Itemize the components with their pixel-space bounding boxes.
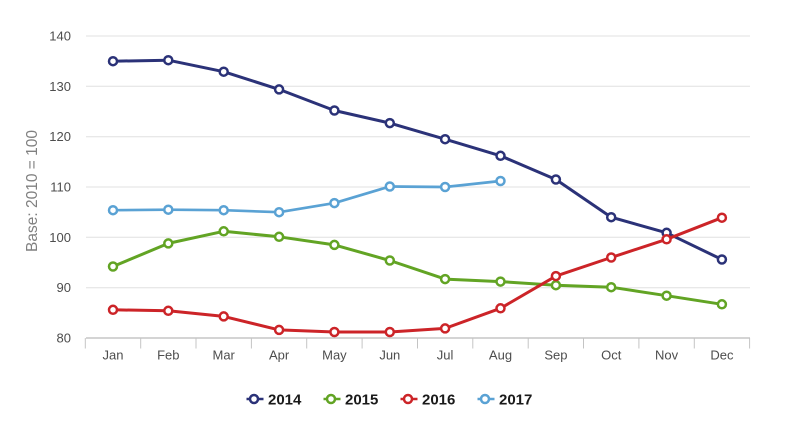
svg-text:2016: 2016	[422, 392, 455, 409]
svg-text:2017: 2017	[499, 392, 532, 409]
svg-text:100: 100	[49, 230, 71, 245]
svg-text:Apr: Apr	[269, 348, 290, 363]
svg-text:Dec: Dec	[710, 348, 734, 363]
svg-text:80: 80	[57, 331, 71, 346]
svg-text:Mar: Mar	[213, 348, 236, 363]
svg-text:Jan: Jan	[103, 348, 124, 363]
svg-text:Jun: Jun	[379, 348, 400, 363]
svg-text:120: 120	[49, 129, 71, 144]
svg-text:Feb: Feb	[157, 348, 179, 363]
svg-text:140: 140	[49, 29, 71, 44]
svg-text:110: 110	[50, 180, 71, 195]
svg-text:Oct: Oct	[601, 348, 622, 363]
svg-text:2015: 2015	[345, 392, 378, 409]
svg-text:Sep: Sep	[544, 348, 567, 363]
svg-text:Jul: Jul	[437, 348, 454, 363]
svg-text:Base: 2010 = 100: Base: 2010 = 100	[24, 130, 41, 252]
svg-text:Nov: Nov	[655, 348, 679, 363]
svg-text:2014: 2014	[268, 392, 302, 409]
svg-text:130: 130	[49, 79, 71, 94]
svg-text:May: May	[322, 348, 347, 363]
svg-text:Aug: Aug	[489, 348, 512, 363]
svg-text:90: 90	[57, 280, 71, 295]
